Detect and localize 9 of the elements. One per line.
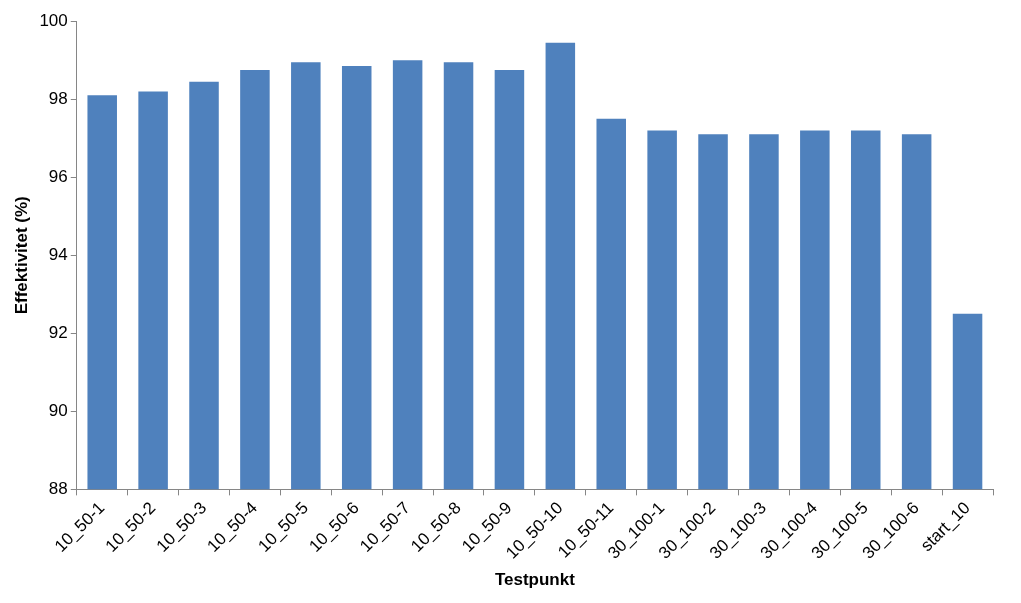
y-tick-label: 98 xyxy=(48,88,68,108)
y-tick-label: 92 xyxy=(48,323,68,342)
y-tick-label: 94 xyxy=(48,244,68,264)
y-tick-label: 100 xyxy=(39,10,68,30)
x-axis-title: Testpunkt xyxy=(494,570,576,590)
y-tick-label: 88 xyxy=(48,479,68,499)
y-axis-title: Effektivitet (%) xyxy=(11,196,31,315)
y-tick-label: 96 xyxy=(48,166,68,186)
y-tick-label: 90 xyxy=(48,401,68,421)
